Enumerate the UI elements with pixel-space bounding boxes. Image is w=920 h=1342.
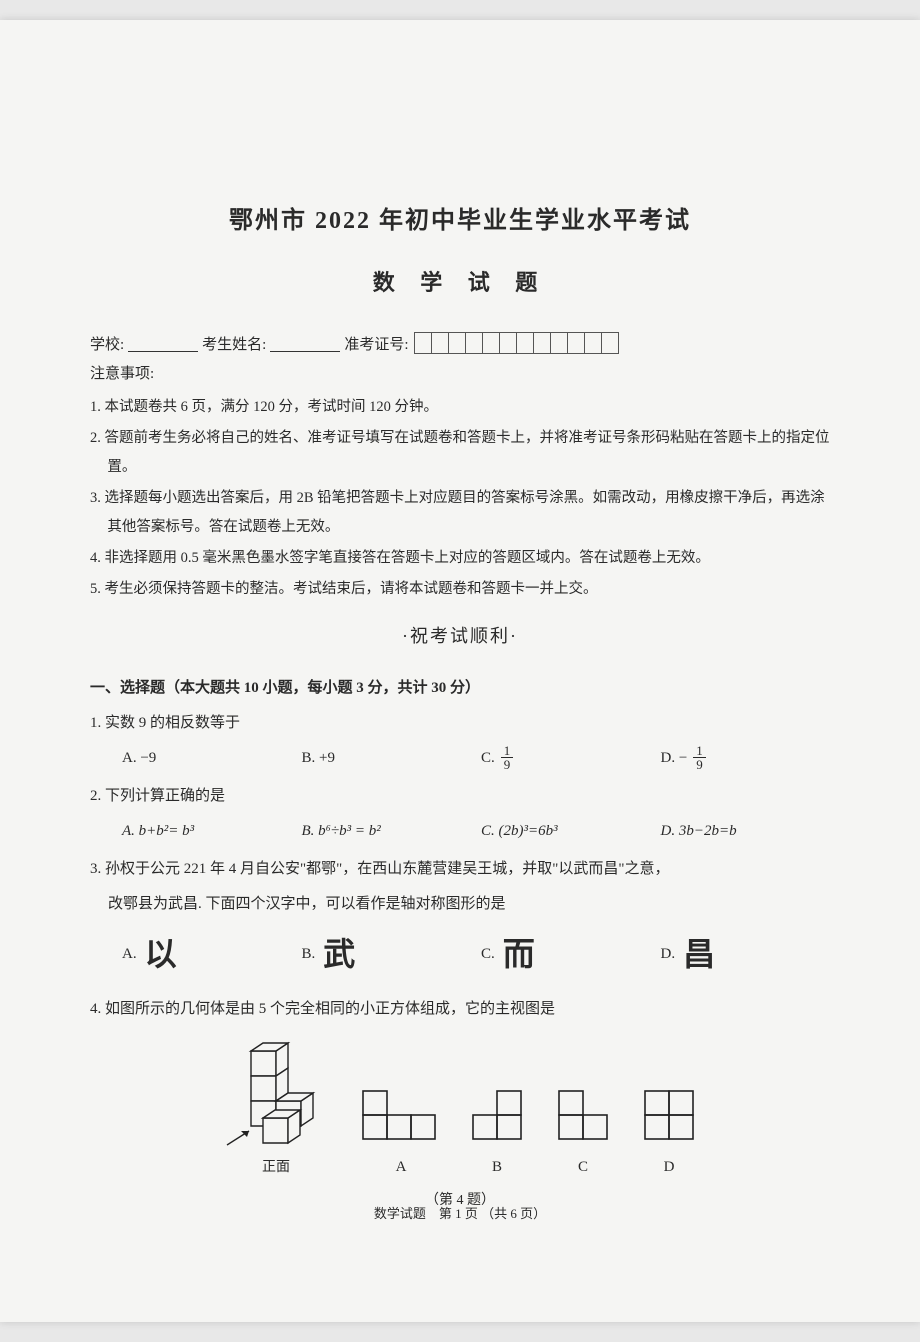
q3-b-label: B. bbox=[302, 940, 316, 969]
q3-opt-c: C. 而 bbox=[481, 924, 651, 985]
question-1: 1. 实数 9 的相反数等于 A. −9 B. +9 C. 1 9 D. − 1… bbox=[90, 709, 830, 772]
q4-b-label: B bbox=[467, 1153, 527, 1182]
q4-d-label: D bbox=[639, 1153, 699, 1182]
question-3: 3. 孙权于公元 221 年 4 月自公安"都鄂"，在西山东麓营建吴王城，并取"… bbox=[90, 855, 830, 985]
ticket-box bbox=[567, 332, 585, 354]
ticket-box bbox=[414, 332, 432, 354]
question-2: 2. 下列计算正确的是 A. b+b²= b³ B. b⁶÷b³ = b² C.… bbox=[90, 782, 830, 845]
q3-d-label: D. bbox=[661, 940, 676, 969]
main-title: 鄂州市 2022 年初中毕业生学业水平考试 bbox=[90, 200, 830, 235]
q1-options: A. −9 B. +9 C. 1 9 D. − 1 9 bbox=[90, 744, 830, 773]
q3-options: A. 以 B. 武 C. 而 D. 昌 bbox=[90, 924, 830, 985]
q3-c-label: C. bbox=[481, 940, 495, 969]
section-1-head: 一、选择题（本大题共 10 小题，每小题 3 分，共计 30 分） bbox=[90, 676, 830, 697]
q1-opt-b: B. +9 bbox=[302, 744, 472, 773]
q3-opt-b: B. 武 bbox=[302, 924, 472, 985]
q4-view-b-svg bbox=[467, 1089, 527, 1149]
ticket-label: 准考证号: bbox=[344, 333, 408, 354]
q4-view-c-svg bbox=[553, 1089, 613, 1149]
q3-c-char: 而 bbox=[503, 924, 535, 985]
q2-opt-b: B. b⁶÷b³ = b² bbox=[302, 817, 472, 846]
subject-title: 数 学 试 题 bbox=[90, 265, 830, 297]
question-4: 4. 如图所示的几何体是由 5 个完全相同的小正方体组成，它的主视图是 bbox=[90, 995, 830, 1215]
q4-text: 4. 如图所示的几何体是由 5 个完全相同的小正方体组成，它的主视图是 bbox=[90, 995, 830, 1024]
q1-opt-c: C. 1 9 bbox=[481, 744, 651, 773]
name-label: 考生姓名: bbox=[202, 333, 266, 354]
ticket-box bbox=[448, 332, 466, 354]
q3-a-label: A. bbox=[122, 940, 137, 969]
q4-front-label: 正面 bbox=[221, 1155, 331, 1182]
q2-opt-c: C. (2b)³=6b³ bbox=[481, 817, 651, 846]
ticket-box bbox=[516, 332, 534, 354]
notice-item: 3. 选择题每小题选出答案后，用 2B 铅笔把答题卡上对应题目的答案标号涂黑。如… bbox=[90, 484, 830, 542]
q3-opt-a: A. 以 bbox=[122, 924, 292, 985]
q1-d-fraction: 1 9 bbox=[693, 744, 706, 771]
notice-list: 1. 本试题卷共 6 页，满分 120 分，考试时间 120 分钟。 2. 答题… bbox=[90, 393, 830, 604]
q1-d-num: 1 bbox=[693, 744, 706, 758]
notice-item: 1. 本试题卷共 6 页，满分 120 分，考试时间 120 分钟。 bbox=[90, 393, 830, 422]
school-label: 学校: bbox=[90, 333, 124, 354]
ticket-box bbox=[431, 332, 449, 354]
q1-opt-a: A. −9 bbox=[122, 744, 292, 773]
q4-view-a-svg bbox=[361, 1089, 441, 1149]
q4-view-d: D bbox=[639, 1089, 699, 1182]
notice-title: 注意事项: bbox=[90, 362, 830, 383]
ticket-box bbox=[465, 332, 483, 354]
q4-view-b: B bbox=[467, 1089, 527, 1182]
ticket-box bbox=[533, 332, 551, 354]
q1-c-num: 1 bbox=[501, 744, 514, 758]
q2-text: 2. 下列计算正确的是 bbox=[90, 782, 830, 811]
ticket-box bbox=[601, 332, 619, 354]
school-blank bbox=[128, 334, 198, 352]
q3-d-char: 昌 bbox=[683, 924, 715, 985]
name-blank bbox=[270, 334, 340, 352]
goodluck-text: ·祝考试顺利· bbox=[90, 622, 830, 648]
ticket-box bbox=[584, 332, 602, 354]
q1-c-den: 9 bbox=[501, 758, 514, 771]
q1-d-prefix: D. − bbox=[661, 744, 688, 773]
notice-item: 2. 答题前考生务必将自己的姓名、准考证号填写在试题卷和答题卡上，并将准考证号条… bbox=[90, 424, 830, 482]
q4-view-d-svg bbox=[639, 1089, 699, 1149]
ticket-boxes bbox=[415, 332, 619, 354]
q3-text-1: 3. 孙权于公元 221 年 4 月自公安"都鄂"，在西山东麓营建吴王城，并取"… bbox=[90, 855, 830, 884]
q2-opt-d: D. 3b−2b=b bbox=[661, 817, 831, 846]
notice-item: 4. 非选择题用 0.5 毫米黑色墨水签字笔直接答在答题卡上对应的答题区域内。答… bbox=[90, 544, 830, 573]
q3-opt-d: D. 昌 bbox=[661, 924, 831, 985]
ticket-box bbox=[550, 332, 568, 354]
q4-solid: 正面 bbox=[221, 1041, 331, 1182]
q3-text-2: 改鄂县为武昌. 下面四个汉字中，可以看作是轴对称图形的是 bbox=[90, 890, 830, 919]
q4-view-c: C bbox=[553, 1089, 613, 1182]
q1-opt-d: D. − 1 9 bbox=[661, 744, 831, 773]
q4-view-a: A bbox=[361, 1089, 441, 1182]
q1-text: 1. 实数 9 的相反数等于 bbox=[90, 709, 830, 738]
q1-d-den: 9 bbox=[693, 758, 706, 771]
q1-c-fraction: 1 9 bbox=[501, 744, 514, 771]
q4-figure-area: 正面 A bbox=[90, 1041, 830, 1182]
q2-opt-a: A. b+b²= b³ bbox=[122, 817, 292, 846]
q4-c-label: C bbox=[553, 1153, 613, 1182]
page-footer: 数学试题 第 1 页 （共 6 页） bbox=[0, 1203, 920, 1222]
ticket-box bbox=[499, 332, 517, 354]
ticket-box bbox=[482, 332, 500, 354]
exam-page: 鄂州市 2022 年初中毕业生学业水平考试 数 学 试 题 学校: 考生姓名: … bbox=[0, 20, 920, 1322]
q4-solid-svg bbox=[221, 1041, 331, 1151]
q3-b-char: 武 bbox=[323, 924, 355, 985]
notice-item: 5. 考生必须保持答题卡的整洁。考试结束后，请将本试题卷和答题卡一并上交。 bbox=[90, 575, 830, 604]
q3-a-char: 以 bbox=[145, 924, 177, 985]
q1-c-prefix: C. bbox=[481, 744, 495, 773]
q4-views: A B bbox=[361, 1089, 699, 1182]
q2-options: A. b+b²= b³ B. b⁶÷b³ = b² C. (2b)³=6b³ D… bbox=[90, 817, 830, 846]
student-info-line: 学校: 考生姓名: 准考证号: bbox=[90, 332, 830, 354]
q4-a-label: A bbox=[361, 1153, 441, 1182]
